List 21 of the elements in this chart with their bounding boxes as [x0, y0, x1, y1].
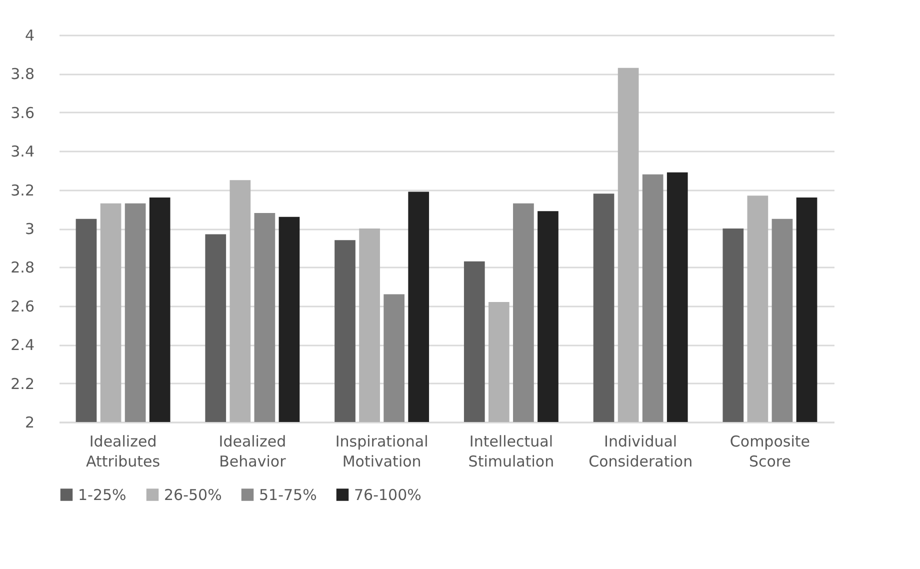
- y-tick-label: 3.2: [10, 181, 34, 200]
- legend-label: 1-25%: [78, 486, 126, 504]
- y-tick-label: 2: [24, 414, 34, 432]
- y-tick-label: 2.4: [10, 336, 34, 354]
- x-tick-label: Individual Consideration: [588, 432, 693, 470]
- y-tick-label: 2.8: [10, 258, 34, 277]
- x-tick-label: Idealized Behavior: [218, 432, 287, 470]
- x-tick-label: Intellectual Stimulation: [468, 432, 554, 470]
- legend-label: 26-50%: [164, 486, 222, 504]
- y-tick-label: 3: [24, 220, 34, 238]
- legend-label: 51-75%: [259, 486, 317, 504]
- legend-label: 76-100%: [354, 486, 422, 504]
- y-tick-label: 2.2: [10, 374, 34, 393]
- x-tick-label: Inspirational Motivation: [335, 432, 428, 470]
- y-tick-label: 3.8: [10, 65, 34, 84]
- y-tick-label: 2.6: [10, 297, 34, 316]
- y-tick-label: 3.6: [10, 104, 34, 122]
- x-tick-label: Composite Score: [730, 432, 810, 470]
- x-tick-label: Idealized Attributes: [86, 432, 160, 470]
- y-tick-label: 4: [24, 26, 34, 44]
- y-tick-label: 3.4: [10, 142, 34, 161]
